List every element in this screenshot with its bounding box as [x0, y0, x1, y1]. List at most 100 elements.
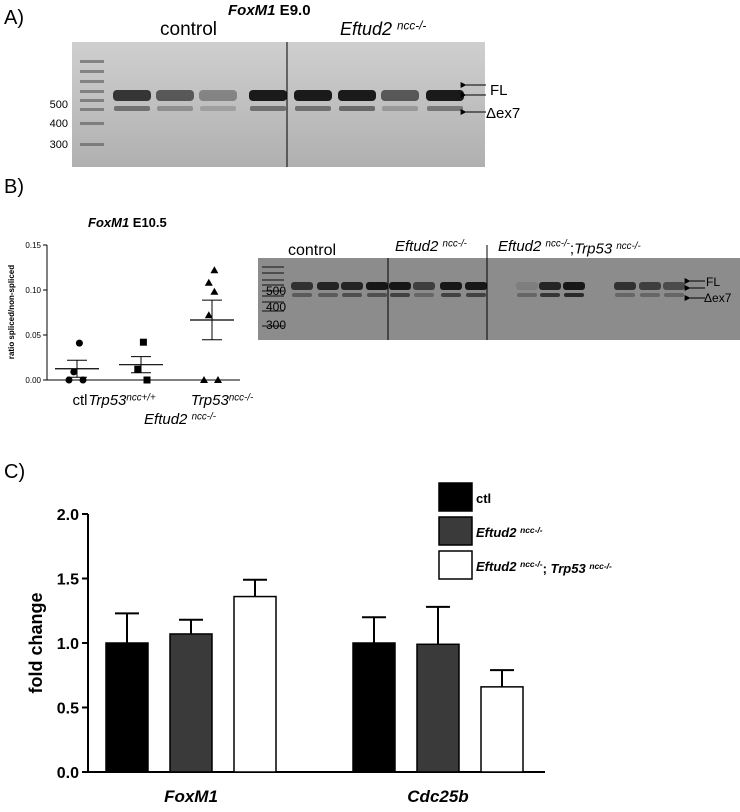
gel-band — [250, 106, 286, 111]
data-point — [143, 376, 151, 384]
panel-label: A) — [4, 7, 24, 29]
gel-band — [539, 282, 561, 290]
text-part: FoxM1 — [228, 2, 276, 19]
gel-band — [114, 106, 150, 111]
text-part: ncc-/- — [520, 559, 543, 569]
text-part: ncc+/+ — [126, 393, 156, 404]
gel-band — [614, 282, 636, 290]
panel-label: B) — [4, 176, 24, 198]
ladder-band — [262, 290, 284, 292]
x-tick-label: Trp53ncc-/- — [191, 392, 254, 409]
y-tick-label: 0.10 — [25, 286, 41, 295]
bar — [352, 642, 396, 773]
legend-label: Eftud2 ncc-/- — [476, 525, 543, 540]
gel-band — [427, 106, 463, 111]
legend-swatch — [438, 482, 473, 512]
text-part: Eftud2 — [476, 525, 520, 540]
gel-group-label: Eftud2 ncc-/- — [395, 238, 468, 255]
bar — [105, 642, 149, 773]
ladder-label: 400 — [266, 300, 286, 314]
x-tick-label: Trp53ncc+/+ — [88, 392, 156, 409]
y-tick-label: 1.5 — [57, 572, 79, 589]
gel-band — [366, 282, 388, 290]
gel-group-label: Eftud2 ncc-/- — [340, 19, 426, 39]
text-part: Trp53 — [191, 392, 230, 409]
ladder-band — [262, 310, 284, 312]
gel-band — [639, 282, 661, 290]
ladder-label: 500 — [266, 284, 286, 298]
bar — [233, 595, 277, 773]
bar — [480, 686, 524, 773]
legend-swatch — [438, 550, 473, 580]
y-tick-label: 0.00 — [25, 376, 41, 385]
ladder-label: 500 — [50, 99, 68, 111]
data-point — [134, 365, 142, 373]
text-part: Trp53 — [574, 240, 616, 257]
text-part: Eftud2 — [395, 238, 443, 255]
text-part: ncc-/- — [229, 393, 254, 404]
x-tick-label: ctl — [73, 392, 88, 409]
data-point — [210, 266, 219, 274]
y-tick-label: 0.5 — [57, 701, 79, 718]
chart-title: FoxM1 E10.5 — [88, 215, 167, 230]
y-axis-label: ratio spliced/non-spliced — [7, 265, 16, 359]
ladder-label: 400 — [50, 118, 68, 130]
gel-band — [113, 90, 151, 101]
text-part: ctl — [73, 392, 88, 409]
gel-band — [563, 282, 585, 290]
text-part: ncc-/- — [192, 412, 217, 423]
text-part: E10.5 — [129, 215, 167, 230]
ladder-band — [80, 99, 104, 102]
ladder-band — [80, 108, 104, 111]
band-label: Δex7 — [704, 291, 732, 305]
ladder-label: 300 — [266, 318, 286, 332]
gel-group-label: control — [288, 242, 336, 259]
text-part: control — [160, 19, 217, 40]
ladder-band — [262, 295, 284, 297]
band-label: Δex7 — [486, 105, 520, 122]
gel-band — [156, 90, 194, 101]
text-part: E9.0 — [276, 2, 311, 19]
gel-band — [249, 90, 287, 101]
ladder-band — [80, 90, 104, 93]
y-tick-label: 1.0 — [57, 636, 79, 653]
data-point — [204, 311, 213, 319]
gel-band — [517, 293, 537, 297]
legend-label: Eftud2 ncc-/-; Trp53 ncc-/- — [476, 559, 612, 576]
gel — [72, 42, 485, 167]
gel-band — [390, 293, 410, 297]
text-part: Eftud2 — [498, 238, 546, 255]
ladder-band — [262, 266, 284, 268]
text-part: Eftud2 — [476, 559, 520, 574]
data-point — [204, 278, 213, 286]
text-part: ncc-/- — [520, 525, 543, 535]
text-part: ncc-/- — [397, 20, 426, 33]
gel-band — [426, 90, 464, 101]
data-point — [214, 376, 222, 383]
gel-band — [441, 293, 461, 297]
text-part: ncc-/- — [589, 561, 612, 571]
gel-band — [294, 90, 332, 101]
legend-swatch — [438, 516, 473, 546]
gel-band — [381, 90, 419, 101]
text-part: Trp53 — [551, 561, 590, 576]
data-point — [79, 376, 87, 384]
gel-band — [440, 282, 462, 290]
text-part: Trp53 — [88, 392, 127, 409]
ladder-band — [80, 70, 104, 73]
gel-band — [200, 106, 236, 111]
text-part: ncc-/- — [546, 239, 571, 250]
gel-band — [466, 293, 486, 297]
band-label: FL — [706, 275, 720, 289]
gel-band — [317, 282, 339, 290]
gel-group-label: Eftud2 ncc-/-;Trp53 ncc-/- — [498, 238, 641, 257]
gel-band — [516, 282, 538, 290]
gel-band — [540, 293, 560, 297]
band-label: FL — [490, 82, 508, 99]
x-tick-label: Cdc25b — [407, 787, 468, 806]
ladder-band — [262, 301, 284, 303]
gel-band — [157, 106, 193, 111]
text-part: ncc-/- — [443, 239, 468, 250]
ladder-band — [80, 80, 104, 83]
gel-band — [465, 282, 487, 290]
